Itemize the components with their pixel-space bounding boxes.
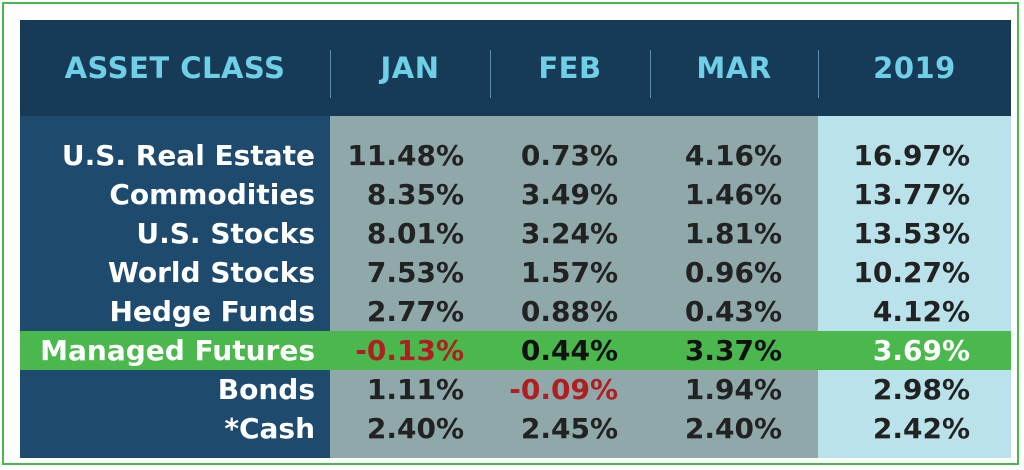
jan-value: 1.11% (366, 373, 464, 406)
row-label: *Cash (224, 412, 315, 445)
returns-table: ASSET CLASS JAN FEB MAR 2019 U.S. Real E… (20, 20, 1011, 458)
header-feb: FEB (538, 51, 602, 85)
jan-value: 8.35% (366, 178, 464, 211)
jan-value: -0.13% (355, 334, 464, 367)
header-divider (650, 50, 651, 98)
table-row: Bonds 1.11% -0.09% 1.94% 2.98% (20, 370, 1011, 409)
year-2019-value: 16.97% (853, 139, 970, 172)
year-2019-value: 4.12% (872, 295, 970, 328)
year-2019-value: 2.42% (872, 412, 970, 445)
feb-value: 3.49% (520, 178, 618, 211)
year-2019-value: 13.77% (853, 178, 970, 211)
year-column-bg (818, 116, 1011, 458)
months-column-bg (330, 116, 818, 458)
feb-value: 2.45% (520, 412, 618, 445)
table-frame: ASSET CLASS JAN FEB MAR 2019 U.S. Real E… (2, 2, 1019, 465)
table-row: Commodities 8.35% 3.49% 1.46% 13.77% (20, 175, 1011, 214)
mar-value: 1.46% (684, 178, 782, 211)
row-label: Bonds (217, 373, 315, 406)
header-mar: MAR (696, 51, 772, 85)
mar-value: 4.16% (684, 139, 782, 172)
row-label: Commodities (109, 178, 315, 211)
mar-value: 0.96% (684, 256, 782, 289)
table-header: ASSET CLASS JAN FEB MAR 2019 (20, 20, 1011, 116)
jan-value: 7.53% (366, 256, 464, 289)
mar-value: 2.40% (684, 412, 782, 445)
feb-value: 0.88% (520, 295, 618, 328)
jan-value: 2.77% (366, 295, 464, 328)
jan-value: 2.40% (366, 412, 464, 445)
jan-value: 8.01% (366, 217, 464, 250)
year-2019-value: 10.27% (853, 256, 970, 289)
table-row: Managed Futures -0.13% 0.44% 3.37% 3.69% (20, 331, 1011, 370)
row-label: U.S. Real Estate (61, 139, 315, 172)
header-divider (330, 50, 331, 98)
feb-value: 1.57% (520, 256, 618, 289)
row-label: U.S. Stocks (136, 217, 315, 250)
mar-value: 1.81% (684, 217, 782, 250)
mar-value: 3.37% (684, 334, 782, 367)
header-divider (490, 50, 491, 98)
header-2019: 2019 (873, 51, 956, 85)
mar-value: 0.43% (684, 295, 782, 328)
table-row: U.S. Real Estate 11.48% 0.73% 4.16% 16.97% (20, 136, 1011, 175)
feb-value: -0.09% (509, 373, 618, 406)
header-asset-class: ASSET CLASS (64, 51, 286, 85)
table-row: Hedge Funds 2.77% 0.88% 0.43% 4.12% (20, 292, 1011, 331)
feb-value: 3.24% (520, 217, 618, 250)
year-2019-value: 3.69% (872, 334, 970, 367)
header-divider (818, 50, 819, 98)
jan-value: 11.48% (347, 139, 464, 172)
label-column-bg (20, 116, 330, 458)
row-label: World Stocks (108, 256, 315, 289)
header-jan: JAN (380, 51, 440, 85)
year-2019-value: 2.98% (872, 373, 970, 406)
row-label: Hedge Funds (109, 295, 315, 328)
feb-value: 0.44% (520, 334, 618, 367)
table-row: U.S. Stocks 8.01% 3.24% 1.81% 13.53% (20, 214, 1011, 253)
table-row: *Cash 2.40% 2.45% 2.40% 2.42% (20, 409, 1011, 448)
table-row: World Stocks 7.53% 1.57% 0.96% 10.27% (20, 253, 1011, 292)
feb-value: 0.73% (520, 139, 618, 172)
row-label: Managed Futures (40, 334, 315, 367)
year-2019-value: 13.53% (853, 217, 970, 250)
mar-value: 1.94% (684, 373, 782, 406)
